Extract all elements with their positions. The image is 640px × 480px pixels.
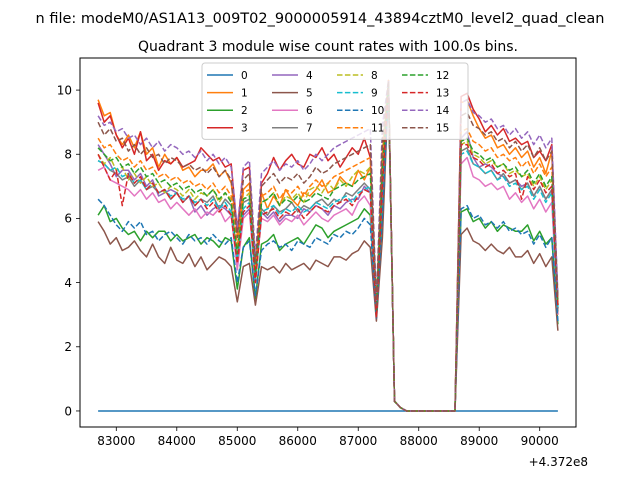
legend-label-3: 3 xyxy=(241,123,248,135)
legend-box xyxy=(201,62,469,140)
legend-label-2: 2 xyxy=(241,105,248,117)
x-tick-label: 90000 xyxy=(521,434,559,448)
legend-label-6: 6 xyxy=(306,105,313,117)
series-line-14 xyxy=(97,79,559,412)
legend-label-12: 12 xyxy=(436,70,449,82)
series-line-10 xyxy=(97,86,559,412)
chart-title: Quadrant 3 module wise count rates with … xyxy=(138,39,518,55)
plot-frame xyxy=(79,57,577,428)
series-line-15 xyxy=(97,79,559,412)
legend-label-7: 7 xyxy=(306,123,313,135)
series-line-13 xyxy=(97,82,559,412)
series-line-4 xyxy=(97,82,559,412)
x-tick-label: 87000 xyxy=(339,434,377,448)
y-tick-label: 10 xyxy=(57,83,72,97)
series-line-5 xyxy=(97,86,559,412)
y-tick-label: 4 xyxy=(64,276,72,290)
y-tick-label: 6 xyxy=(64,212,72,226)
legend-label-9: 9 xyxy=(371,87,378,99)
x-tick-label: 85000 xyxy=(218,434,256,448)
series-line-2 xyxy=(97,82,559,412)
legend-label-5: 5 xyxy=(306,87,313,99)
legend-label-8: 8 xyxy=(371,70,378,82)
figure-suptitle: n file: modeM0/AS1A13_009T02_9000005914_… xyxy=(36,11,605,27)
y-tick-label: 8 xyxy=(64,148,72,162)
series-line-12 xyxy=(97,82,559,412)
legend-label-15: 15 xyxy=(436,123,449,135)
series-line-6 xyxy=(97,82,559,412)
legend-label-13: 13 xyxy=(436,87,449,99)
x-tick-label: 83000 xyxy=(97,434,135,448)
x-tick-label: 84000 xyxy=(158,434,196,448)
legend-label-0: 0 xyxy=(241,70,248,82)
y-tick-label: 0 xyxy=(64,404,72,418)
legend-label-1: 1 xyxy=(241,87,248,99)
legend-label-10: 10 xyxy=(371,105,384,117)
legend-label-14: 14 xyxy=(436,105,450,117)
series-line-9 xyxy=(97,82,559,412)
series-layer xyxy=(97,79,559,412)
x-tick-label: 86000 xyxy=(279,434,317,448)
x-tick-label: 89000 xyxy=(460,434,498,448)
x-tick-label: 88000 xyxy=(400,434,438,448)
y-tick-label: 2 xyxy=(64,340,72,354)
legend-label-4: 4 xyxy=(306,70,313,82)
series-line-11 xyxy=(97,79,559,412)
x-axis: 83000 84000 85000 86000 87000 88000 89000 90000 xyxy=(97,427,559,448)
x-offset-label: +4.372e8 xyxy=(529,455,588,469)
y-axis: 0 2 4 6 8 10 xyxy=(57,83,80,418)
legend-label-11: 11 xyxy=(371,123,384,135)
